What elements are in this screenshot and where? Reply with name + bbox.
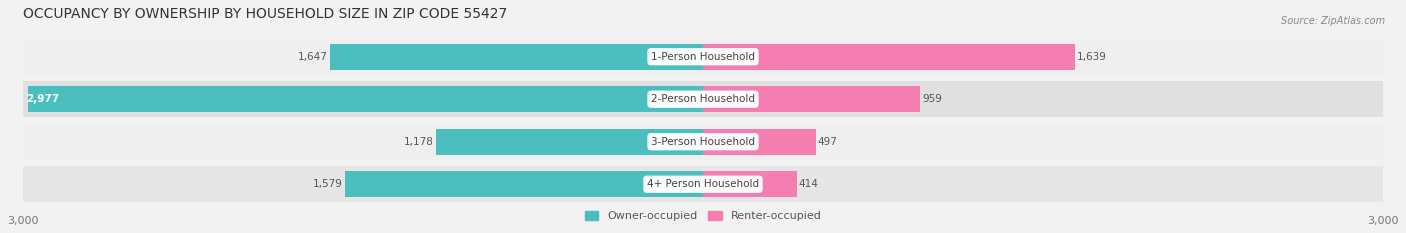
Text: 959: 959 [922,94,942,104]
Text: 1-Person Household: 1-Person Household [651,52,755,62]
Text: 414: 414 [799,179,818,189]
Text: 4+ Person Household: 4+ Person Household [647,179,759,189]
Bar [329,44,703,70]
Text: Source: ZipAtlas.com: Source: ZipAtlas.com [1281,16,1385,26]
Bar [436,129,703,155]
Bar [703,171,797,197]
Text: 1,579: 1,579 [314,179,343,189]
Text: OCCUPANCY BY OWNERSHIP BY HOUSEHOLD SIZE IN ZIP CODE 55427: OCCUPANCY BY OWNERSHIP BY HOUSEHOLD SIZE… [22,7,508,21]
Text: 1,178: 1,178 [404,137,434,147]
Bar [703,86,921,112]
Bar [703,129,815,155]
Text: 3-Person Household: 3-Person Household [651,137,755,147]
Bar [22,39,1384,75]
Bar [703,44,1074,70]
Text: 1,647: 1,647 [298,52,328,62]
Bar [22,81,1384,117]
Text: 1,639: 1,639 [1077,52,1107,62]
Legend: Owner-occupied, Renter-occupied: Owner-occupied, Renter-occupied [585,211,821,221]
Bar [22,166,1384,202]
Bar [22,124,1384,160]
Text: 2,977: 2,977 [27,94,59,104]
Bar [344,171,703,197]
Text: 2-Person Household: 2-Person Household [651,94,755,104]
Text: 497: 497 [817,137,838,147]
Bar [28,86,703,112]
